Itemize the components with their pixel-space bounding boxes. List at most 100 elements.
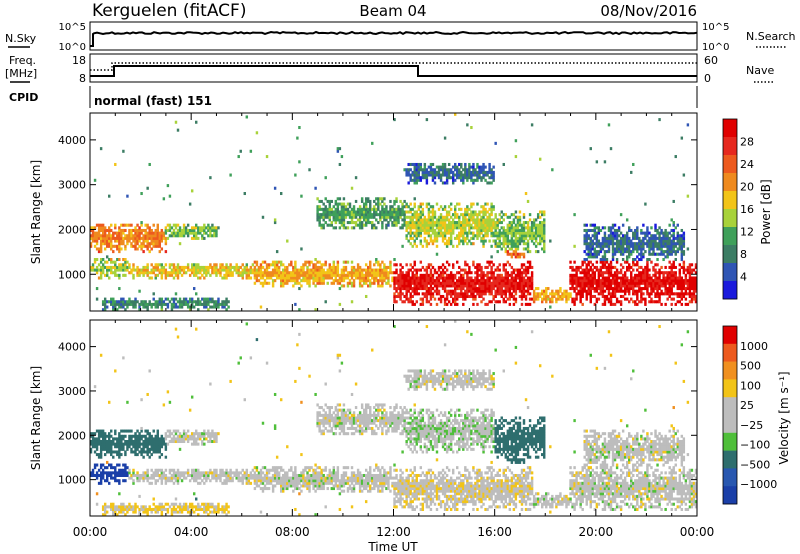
heatmap-cell (128, 302, 131, 306)
heatmap-cell (97, 276, 101, 280)
heatmap-cell (443, 165, 447, 169)
heatmap-cell (587, 284, 590, 288)
heatmap-cell (439, 165, 443, 169)
heatmap-cell (417, 226, 420, 230)
heatmap-cell (405, 287, 408, 291)
heatmap-cell (120, 228, 123, 232)
heatmap-cell (638, 287, 641, 291)
heatmap-cell (516, 273, 520, 277)
heatmap-cell (114, 268, 117, 272)
heatmap-cell (168, 228, 172, 232)
heatmap-cell (122, 300, 125, 304)
heatmap-cell (492, 239, 495, 243)
freq-unit: [MHz] (5, 67, 37, 80)
heatmap-cell (670, 263, 673, 267)
heatmap-cell (144, 231, 147, 235)
heatmap-cell (213, 302, 216, 306)
heatmap-cell (541, 234, 544, 238)
heatmap-cell (186, 265, 190, 269)
heatmap-cell (480, 165, 483, 169)
heatmap-cell (496, 226, 499, 230)
heatmap-cell (587, 292, 590, 296)
heatmap-cell (672, 231, 675, 235)
heatmap-cell (658, 297, 661, 301)
heatmap-cell (589, 250, 592, 254)
heatmap-cell (490, 273, 493, 277)
heatmap-cell (628, 289, 631, 293)
heatmap-cell (656, 231, 659, 235)
heatmap-cell (114, 505, 117, 509)
heatmap-cell (118, 302, 121, 306)
heatmap-cell (134, 297, 137, 301)
heatmap-cell (445, 181, 449, 185)
heatmap-cell (199, 271, 202, 275)
heatmap-cell (522, 252, 526, 256)
heatmap-cell (120, 437, 123, 441)
heatmap-cell (445, 239, 449, 243)
heatmap-cell (203, 236, 206, 240)
heatmap-cell (571, 268, 574, 272)
heatmap-cell (381, 284, 384, 288)
heatmap-cell (496, 268, 499, 272)
heatmap-cell (480, 168, 483, 172)
heatmap-cell (375, 226, 378, 230)
heatmap-cell (514, 279, 518, 283)
heatmap-cell (352, 265, 356, 269)
heatmap-cell (383, 218, 386, 222)
heatmap-cell (607, 271, 611, 275)
heatmap-cell (597, 226, 601, 230)
heatmap-cell (547, 287, 550, 291)
heatmap-cell (636, 250, 639, 254)
heatmap-cell (589, 292, 592, 296)
heatmap-cell (318, 221, 321, 225)
heatmap-cell (190, 271, 194, 275)
heatmap-cell (172, 223, 176, 227)
heatmap-cell (449, 170, 453, 174)
heatmap-cell (492, 170, 495, 174)
heatmap-cell (682, 287, 686, 291)
heatmap-cell (257, 265, 261, 269)
heatmap-cell (284, 279, 287, 283)
heatmap-cell (164, 276, 168, 280)
heatmap-cell (666, 271, 669, 275)
heatmap-cell (425, 231, 429, 235)
heatmap-cell (466, 173, 469, 177)
heatmap-cell (601, 260, 605, 264)
heatmap-cell (300, 271, 303, 275)
heatmap-cell (405, 294, 408, 298)
heatmap-cell (443, 297, 447, 301)
heatmap-cell (203, 297, 206, 301)
heatmap-cell (330, 223, 333, 227)
heatmap-cell (591, 263, 595, 267)
heatmap-cell (239, 149, 242, 153)
heatmap-cell (478, 226, 481, 230)
heatmap-cell (148, 228, 151, 232)
heatmap-cell (630, 284, 633, 288)
heatmap-cell (379, 279, 382, 283)
heatmap-cell (510, 255, 514, 259)
heatmap-cell (619, 242, 623, 246)
heatmap-cell (496, 284, 499, 288)
heatmap-cell (611, 265, 615, 269)
heatmap-cell (207, 228, 210, 232)
heatmap-cell (694, 281, 697, 285)
heatmap-cell (625, 258, 629, 262)
heatmap-cell (454, 162, 457, 166)
heatmap-cell (105, 476, 109, 480)
heatmap-cell (306, 260, 309, 264)
heatmap-cell (255, 131, 259, 135)
heatmap-cell (290, 260, 293, 264)
heatmap-cell (124, 263, 127, 267)
heatmap-cell (112, 305, 115, 309)
heatmap-cell (239, 271, 242, 275)
nave-tick-top: 60 (704, 54, 718, 67)
heatmap-cell (249, 265, 253, 269)
heatmap-cell (360, 223, 364, 227)
heatmap-cell (95, 447, 99, 451)
heatmap-cell (142, 242, 145, 246)
heatmap-cell (609, 281, 613, 285)
heatmap-cell (120, 447, 123, 451)
heatmap-cell (199, 268, 202, 272)
heatmap-cell (415, 287, 418, 291)
heatmap-cell (524, 242, 528, 246)
